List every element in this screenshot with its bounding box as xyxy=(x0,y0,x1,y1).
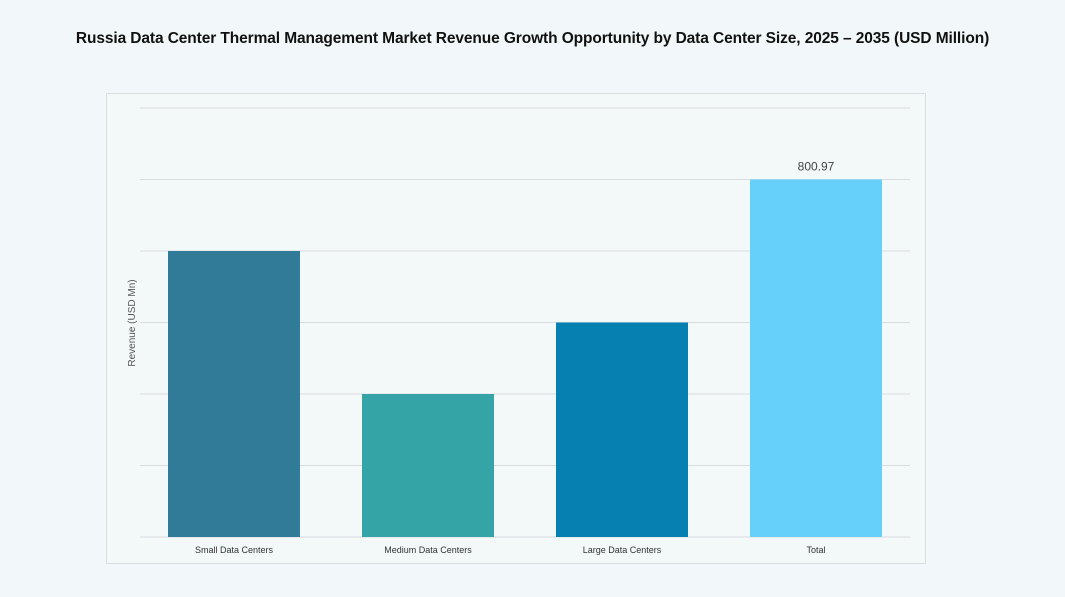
chart-title: Russia Data Center Thermal Management Ma… xyxy=(75,30,990,47)
data-label: 800.97 xyxy=(798,160,835,174)
x-tick-label: Small Data Centers xyxy=(195,545,274,555)
bar-medium-data-centers xyxy=(362,394,494,537)
y-axis-label: Revenue (USD Mn) xyxy=(127,279,138,366)
bar-small-data-centers xyxy=(168,251,300,537)
bar-large-data-centers xyxy=(556,322,688,537)
bar-total xyxy=(750,179,882,538)
x-tick-label: Total xyxy=(806,545,825,555)
x-tick-label: Medium Data Centers xyxy=(384,545,472,555)
x-tick-label: Large Data Centers xyxy=(583,545,662,555)
